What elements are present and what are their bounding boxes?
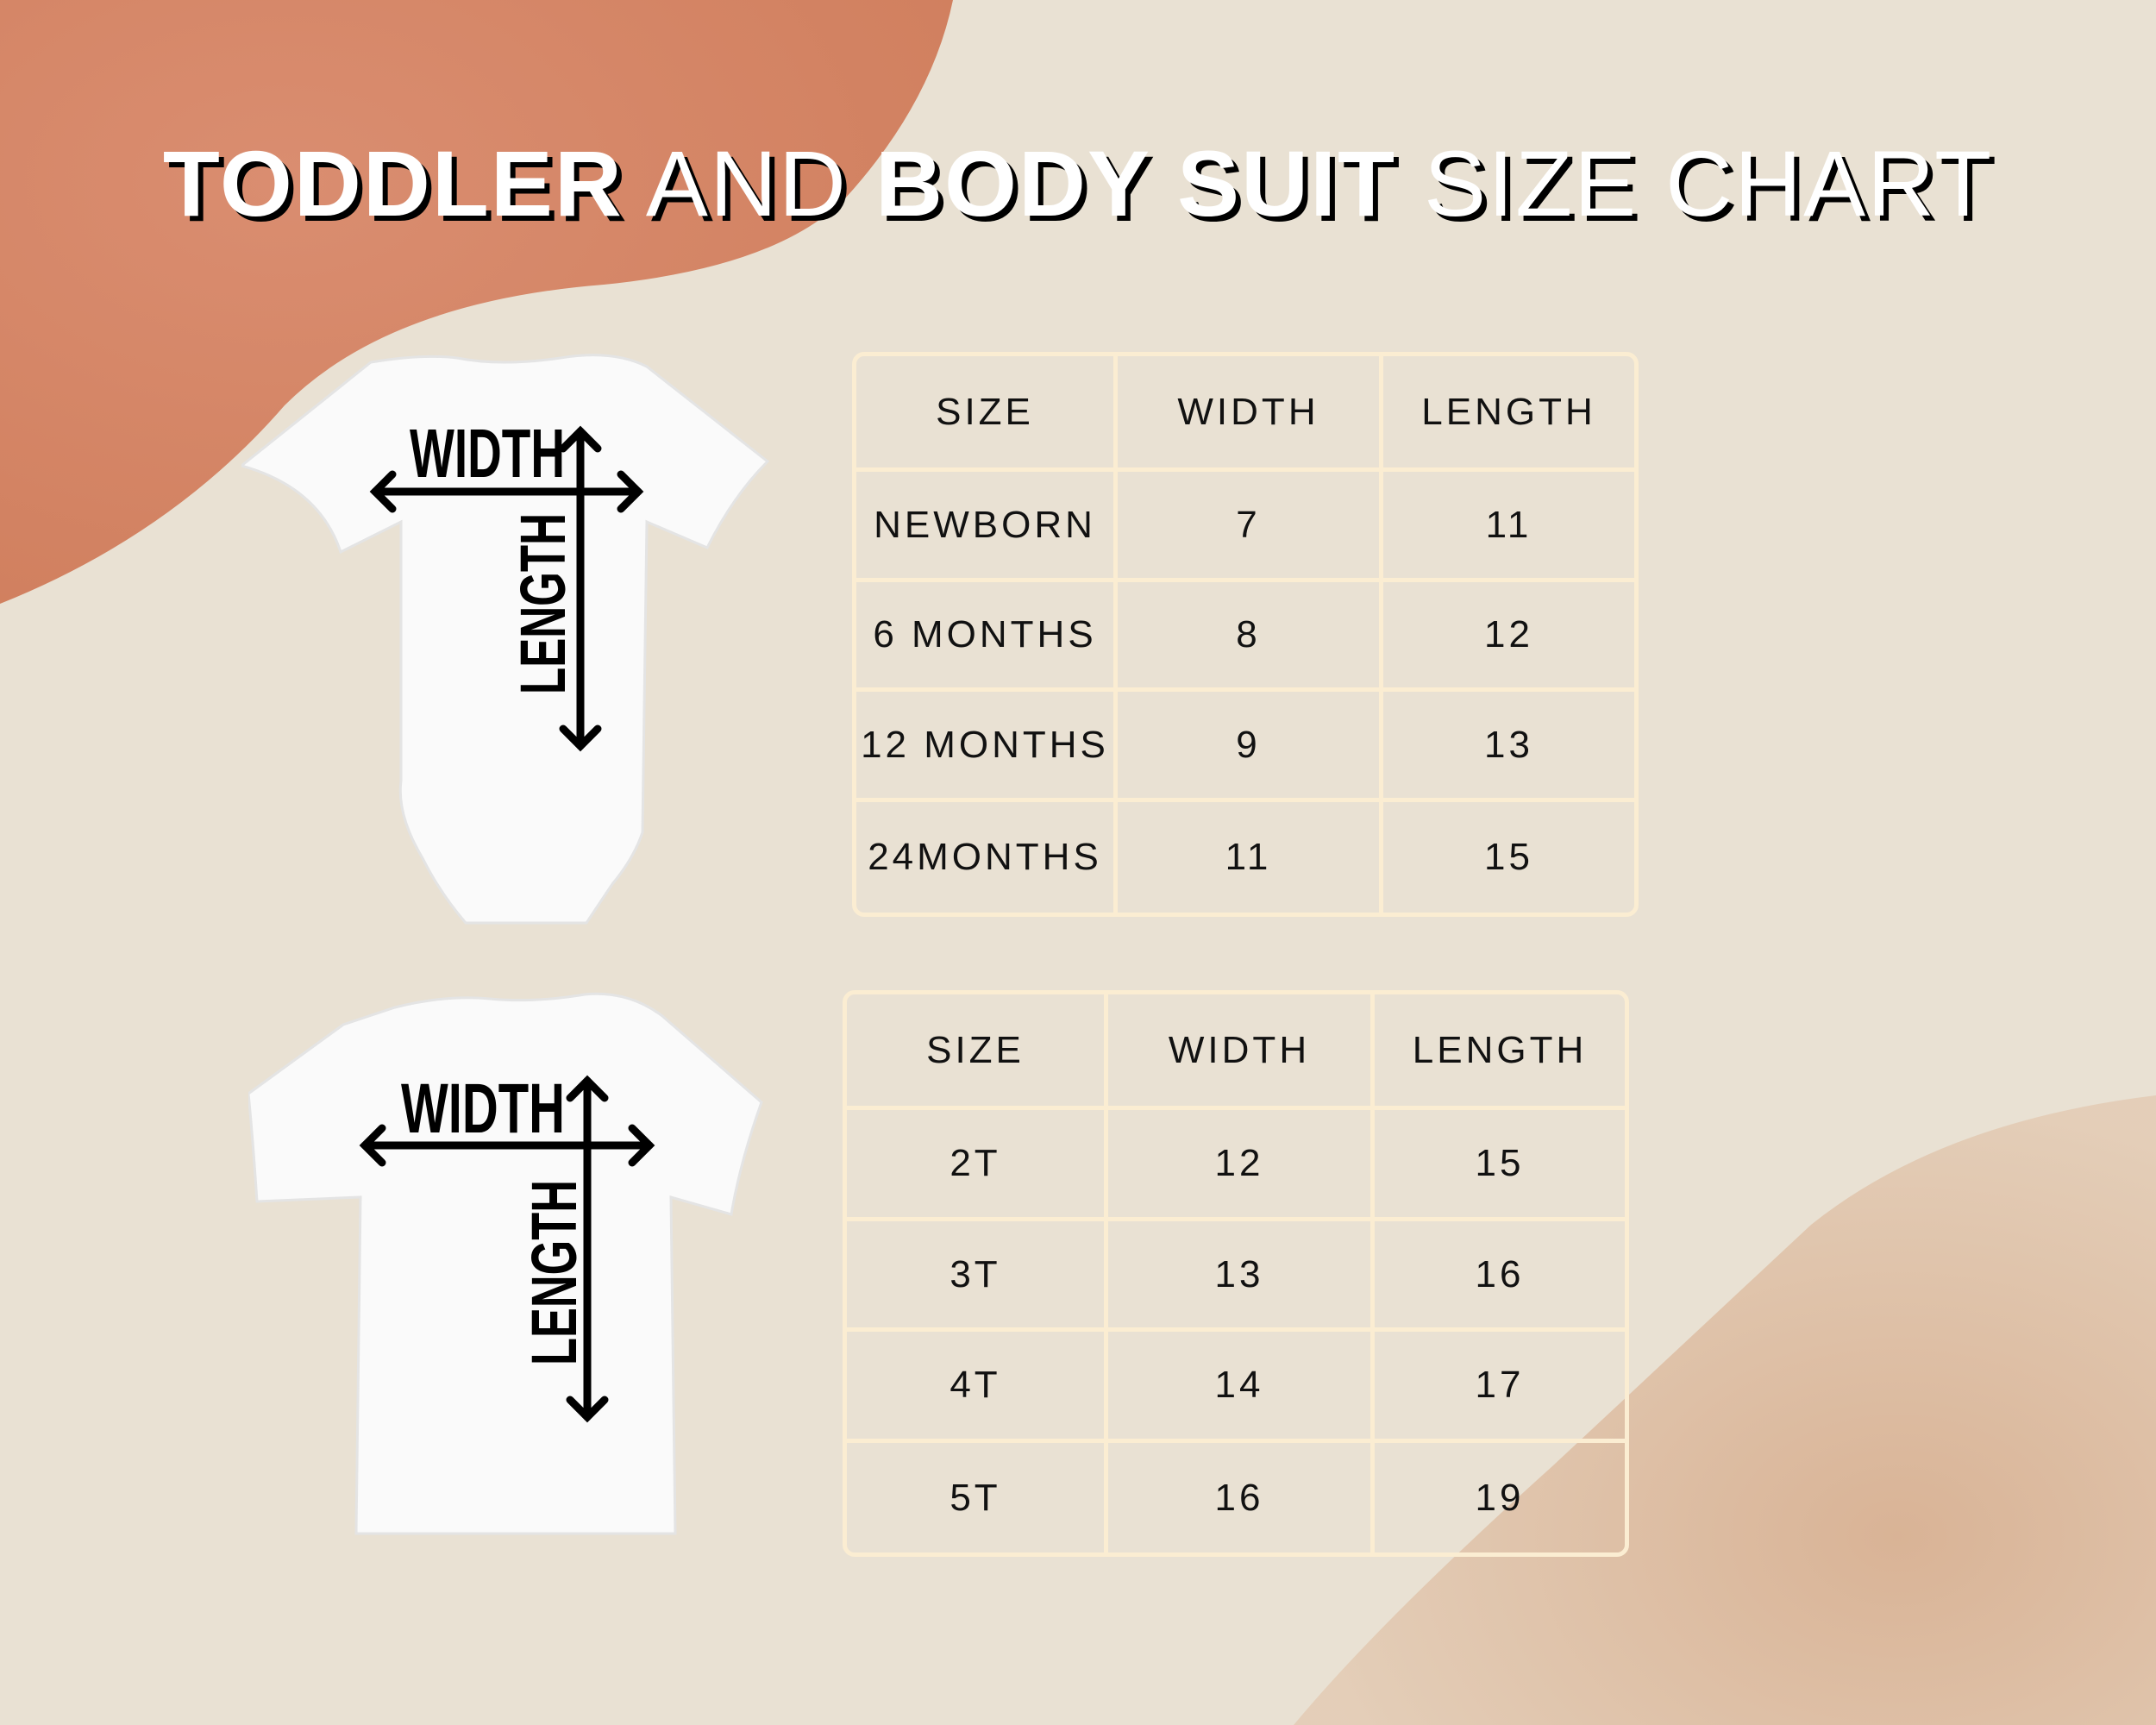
length-cell: 13 [1383,692,1634,802]
size-cell: 3T [847,1221,1108,1332]
bodysuit-size-table: SIZE WIDTH LENGTH NEWBORN 7 11 6 MONTHS … [852,352,1639,917]
size-cell: 2T [847,1110,1108,1221]
size-cell: 6 MONTHS [856,582,1118,692]
length-cell: 11 [1383,472,1634,582]
size-cell: 24MONTHS [856,802,1118,913]
bodysuit-illustration: WIDTH LENGTH [241,354,770,925]
title-word: SIZE CHART [1424,131,1994,235]
width-cell: 11 [1118,802,1383,913]
size-cell: NEWBORN [856,472,1118,582]
width-cell: 13 [1108,1221,1375,1332]
size-cell: 12 MONTHS [856,692,1118,802]
title-word: TODDLER [162,131,624,235]
header-size: SIZE [847,994,1108,1110]
length-label: LENGTH [507,513,579,694]
orange-blob [0,0,953,604]
length-cell: 16 [1375,1221,1625,1332]
header-length: LENGTH [1375,994,1625,1110]
width-label: WIDTH [410,415,565,492]
header-length: LENGTH [1383,356,1634,472]
header-size: SIZE [856,356,1118,472]
header-width: WIDTH [1118,356,1383,472]
length-label: LENGTH [518,1180,590,1365]
width-label: WIDTH [401,1070,565,1148]
width-cell: 7 [1118,472,1383,582]
size-cell: 5T [847,1443,1108,1552]
tshirt-illustration: WIDTH LENGTH [248,992,763,1535]
width-cell: 8 [1118,582,1383,692]
width-cell: 9 [1118,692,1383,802]
toddler-size-table: SIZE WIDTH LENGTH 2T 12 15 3T 13 16 4T 1… [843,990,1629,1557]
title-word: AND [645,131,848,235]
length-cell: 15 [1484,836,1533,878]
length-cell: 17 [1375,1332,1625,1443]
page-title: TODDLER AND BODY SUIT SIZE CHART [0,129,2156,237]
length-cell: 15 [1375,1110,1625,1221]
width-cell: 14 [1108,1332,1375,1443]
length-cell: 12 [1383,582,1634,692]
title-word: BODY SUIT [874,131,1397,235]
size-cell: 4T [847,1332,1108,1443]
header-width: WIDTH [1108,994,1375,1110]
tan-blob [1294,1095,2156,1725]
width-cell: 12 [1108,1110,1375,1221]
length-cell: 19 [1475,1476,1525,1519]
width-cell: 16 [1108,1443,1375,1552]
